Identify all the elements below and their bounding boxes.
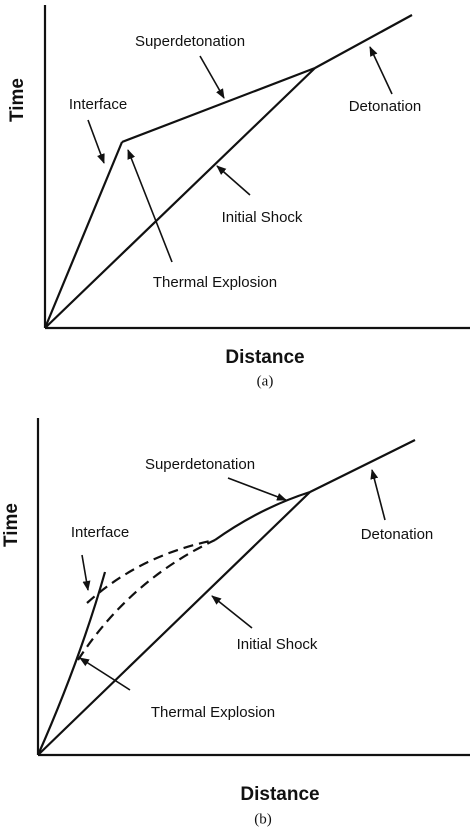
arrow (369, 46, 393, 95)
shock-line (44, 67, 316, 329)
panel-b: Superdetonation Interface Detonation Ini… (1, 418, 470, 827)
panel-a: Superdetonation Interface Detonation Ini… (7, 5, 470, 389)
x-axis-label: Distance (240, 784, 319, 805)
label: Detonation (361, 526, 434, 543)
shock-line (37, 491, 311, 756)
label: Thermal Explosion (153, 274, 277, 291)
detonation-line (314, 14, 413, 69)
label: Initial Shock (222, 209, 303, 226)
arrow (127, 149, 173, 263)
arrow (370, 469, 386, 521)
x-axis-label: Distance (225, 347, 304, 368)
label: Superdetonation (145, 456, 255, 473)
superdetonation-line (214, 490, 311, 541)
dashed-line (77, 539, 216, 661)
arrow (81, 554, 91, 591)
arrow (79, 657, 131, 691)
caption: (b) (254, 811, 272, 827)
label: Initial Shock (237, 636, 318, 653)
label: Detonation (349, 98, 422, 115)
caption: (a) (257, 373, 274, 389)
interface-line (36, 571, 107, 756)
superdetonation-line (121, 66, 316, 144)
y-axis-label: Time (7, 78, 28, 122)
label: Thermal Explosion (151, 704, 275, 721)
detonation-line (309, 439, 416, 493)
interface-line (43, 141, 124, 329)
label: Interface (71, 524, 129, 541)
label: Interface (69, 96, 127, 113)
label: Superdetonation (135, 33, 245, 50)
arrow (216, 165, 251, 196)
dashed-line (86, 538, 216, 604)
arrow (227, 477, 287, 501)
arrow (199, 55, 225, 99)
arrow (211, 595, 253, 629)
y-axis-label: Time (1, 503, 22, 547)
arrow (87, 119, 105, 164)
